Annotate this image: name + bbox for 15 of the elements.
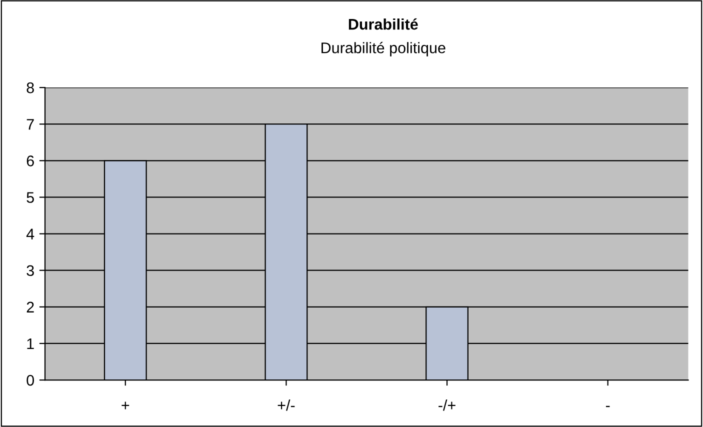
y-tick-label: 7 (26, 119, 34, 130)
y-tick-label: 4 (26, 228, 34, 240)
x-tick-label: +/- (278, 399, 295, 411)
y-tick-label: 6 (26, 156, 34, 166)
x-tick-label: + (122, 402, 130, 410)
chart-subtitle: Durabilité politique (322, 42, 446, 56)
x-tick-label: -/+ (438, 399, 456, 411)
chart-title: Durabilité (348, 18, 418, 30)
y-tick-label: 1 (27, 338, 34, 350)
y-tick-label: 2 (26, 302, 34, 312)
y-tick-label: 0 (26, 374, 34, 386)
x-tick-label: - (606, 406, 610, 408)
y-tick-label: 3 (26, 265, 34, 276)
y-tick-label: 5 (26, 192, 34, 203)
y-tick-label: 8 (26, 82, 34, 94)
